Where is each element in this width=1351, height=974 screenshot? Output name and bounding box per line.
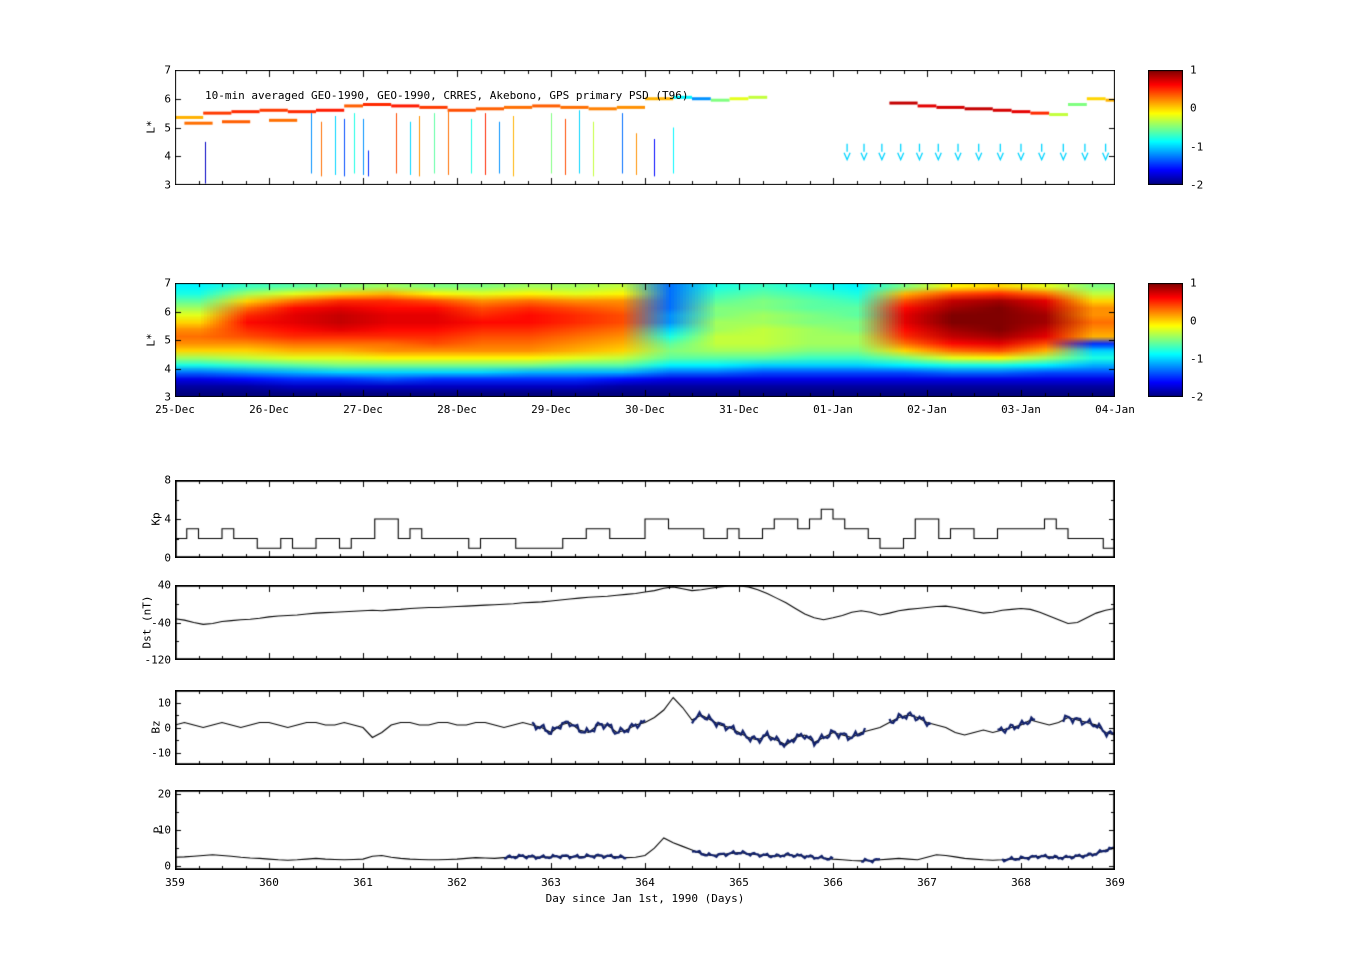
pressure-canvas [175,790,1115,870]
x-tick-label: 365 [729,876,749,889]
y-tick-label: 3 [164,178,171,192]
psd-ylabel: L* [144,120,158,134]
y-tick-label: 6 [164,305,171,318]
x-tick-label: 25-Dec [155,403,195,416]
y-tick-label: 20 [157,787,171,801]
y-tick-label: 7 [164,63,171,77]
psd-track-title: 10-min averaged GEO-1990, GEO-1990, CRRE… [205,89,689,102]
y-tick-label: 10 [157,823,171,837]
x-tick-label: 27-Dec [343,403,383,416]
y-tick-label: -40 [151,616,171,629]
kp-canvas [175,480,1115,558]
y-tick-label: 3 [164,390,171,404]
x-tick-label: 29-Dec [531,403,571,416]
x-tick-label: 364 [635,876,655,889]
x-tick-label: 361 [353,876,373,889]
y-tick-label: 4 [164,512,171,526]
heatmap-colorbar-canvas [1148,283,1183,397]
y-tick-label: 4 [164,149,171,163]
colorbar-tick-label: 0 [1190,314,1197,328]
x-axis-title: Day since Jan 1st, 1990 (Days) [545,892,745,905]
colorbar-tick-label: -2 [1190,390,1204,404]
x-tick-label: 367 [917,876,937,889]
y-tick-label: 5 [164,333,171,347]
x-tick-label: 03-Jan [1001,403,1041,416]
x-tick-label: 360 [259,876,279,889]
heatmap-ylabel: L* [144,333,158,347]
x-tick-label: 362 [447,876,467,889]
y-tick-label: -10 [151,746,171,759]
x-tick-label: 369 [1105,876,1125,889]
y-tick-label: 0 [164,551,171,565]
bz-canvas [175,690,1115,765]
y-tick-label: 6 [164,92,171,106]
x-tick-label: 31-Dec [719,403,759,416]
x-tick-label: 04-Jan [1095,403,1135,416]
y-tick-label: 10 [157,696,171,709]
x-tick-label: 01-Jan [813,403,853,416]
y-tick-label: 7 [164,276,171,290]
x-tick-label: 28-Dec [437,403,477,416]
colorbar-tick-label: 1 [1190,276,1197,290]
psd-track-canvas [175,70,1115,185]
x-tick-label: 359 [165,876,185,889]
kp-ylabel: Kp [149,512,163,526]
y-tick-label: 5 [164,121,171,134]
colorbar-tick-label: -1 [1190,352,1204,366]
colorbar-tick-label: 1 [1190,63,1197,77]
x-tick-label: 366 [823,876,843,889]
x-tick-label: 30-Dec [625,403,665,416]
dst-canvas [175,585,1115,660]
y-tick-label: 4 [164,362,171,375]
x-tick-label: 363 [541,876,561,889]
heatmap-canvas [175,283,1115,397]
colorbar-tick-label: -2 [1190,178,1204,192]
colorbar-tick-label: -1 [1190,140,1204,154]
colorbar-tick-label: 0 [1190,101,1197,115]
y-tick-label: -120 [144,653,172,667]
y-tick-label: 8 [164,473,171,487]
psd-colorbar-canvas [1148,70,1183,185]
x-tick-label: 02-Jan [907,403,947,416]
y-tick-label: 0 [164,859,171,873]
y-tick-label: 40 [157,578,171,592]
y-tick-label: 0 [164,721,171,734]
bz-ylabel: Bz [149,720,163,734]
x-tick-label: 368 [1011,876,1031,889]
x-tick-label: 26-Dec [249,403,289,416]
